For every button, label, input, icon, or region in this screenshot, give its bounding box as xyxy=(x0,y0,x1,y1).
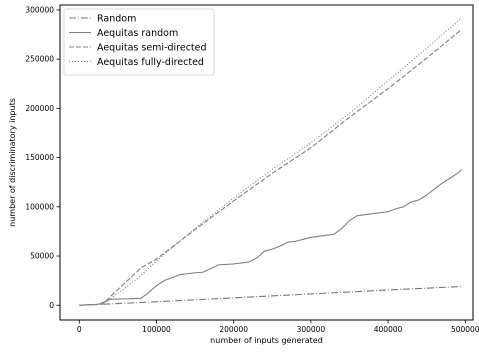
x-tick-label: 0 xyxy=(77,325,82,334)
legend-label: Aequitas fully-directed xyxy=(97,57,204,68)
y-axis: 0 50000 100000 150000 200000 250000 300000 xyxy=(25,6,60,310)
series-line-aequitas-random xyxy=(79,169,462,306)
series-line-aequitas-fully-directed xyxy=(79,17,462,306)
legend: Random Aequitas random Aequitas semi-direc… xyxy=(63,8,215,76)
y-tick-label: 150000 xyxy=(25,153,54,162)
y-axis-label: number of discriminatory inputs xyxy=(8,98,17,227)
y-tick-label: 50000 xyxy=(30,252,54,261)
x-tick-label: 400000 xyxy=(374,325,403,334)
plot-frame xyxy=(59,4,474,321)
x-axis-label: number of inputs generated xyxy=(210,336,323,345)
legend-label: Aequitas semi-directed xyxy=(97,43,207,54)
y-tick-label: 100000 xyxy=(25,202,54,211)
legend-label: Aequitas random xyxy=(97,28,178,39)
x-tick-label: 500000 xyxy=(451,325,479,334)
y-tick-label: 0 xyxy=(49,301,54,310)
series-line-random xyxy=(79,285,462,306)
x-tick-label: 300000 xyxy=(297,325,326,334)
x-tick-label: 200000 xyxy=(219,325,248,334)
legend-box xyxy=(63,8,215,76)
legend-label: Random xyxy=(97,14,136,25)
plot-area xyxy=(79,17,462,306)
x-tick-label: 100000 xyxy=(142,325,171,334)
y-tick-label: 250000 xyxy=(25,55,54,64)
x-axis: 0 100000 200000 300000 400000 500000 xyxy=(77,320,479,334)
series-line-aequitas-semi-directed xyxy=(79,29,462,306)
y-tick-label: 300000 xyxy=(25,6,54,15)
y-tick-label: 200000 xyxy=(25,104,54,113)
